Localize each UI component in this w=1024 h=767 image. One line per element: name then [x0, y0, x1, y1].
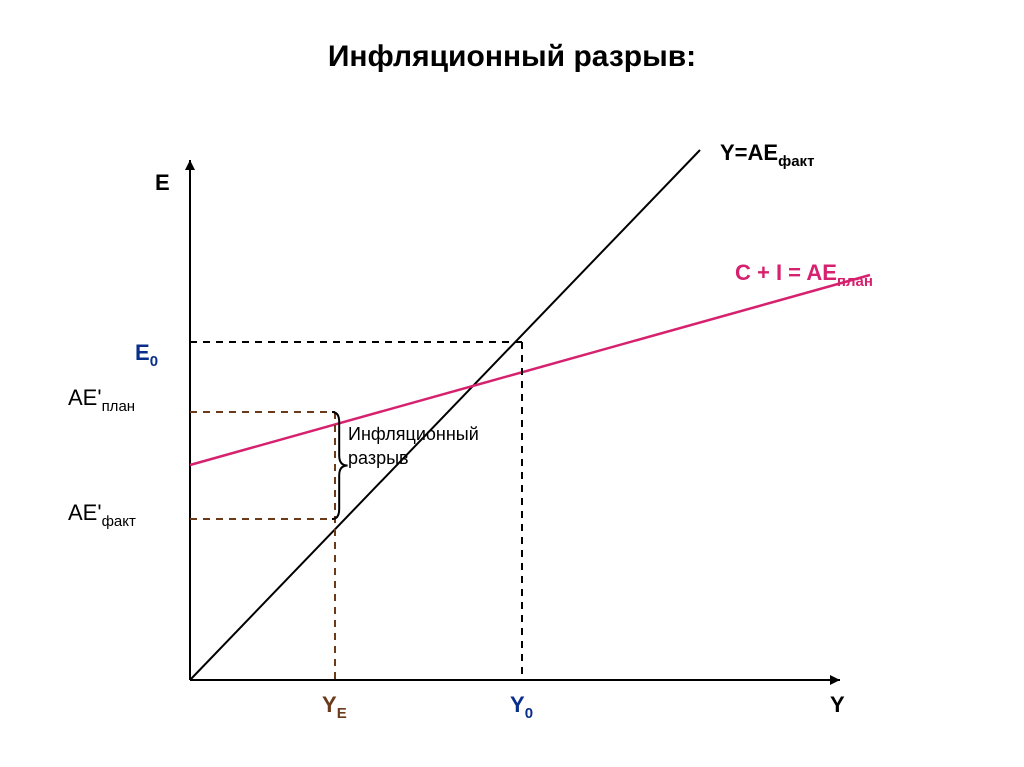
svg-text:AE'факт: AE'факт [68, 500, 136, 530]
svg-text:Y0: Y0 [510, 692, 533, 722]
svg-text:E: E [155, 170, 170, 195]
svg-text:AE'план: AE'план [68, 385, 135, 415]
chart-container: Инфляционный разрыв: EYY=AEфактC + I = A… [0, 0, 1024, 767]
svg-text:разрыв: разрыв [348, 448, 409, 468]
svg-text:Y: Y [830, 692, 845, 717]
economics-chart: E Y Y=AEфакт C + I = AEплан Инфляционный разр… [0, 0, 1024, 767]
svg-text:Инфляционный: Инфляционный [348, 424, 479, 444]
svg-text:YE: YE [322, 692, 347, 722]
svg-text:C + I = AEплан: C + I = AEплан [735, 260, 873, 290]
svg-text:E0: E0 [135, 340, 158, 370]
svg-text:Y=AEфакт: Y=AEфакт [720, 140, 814, 170]
